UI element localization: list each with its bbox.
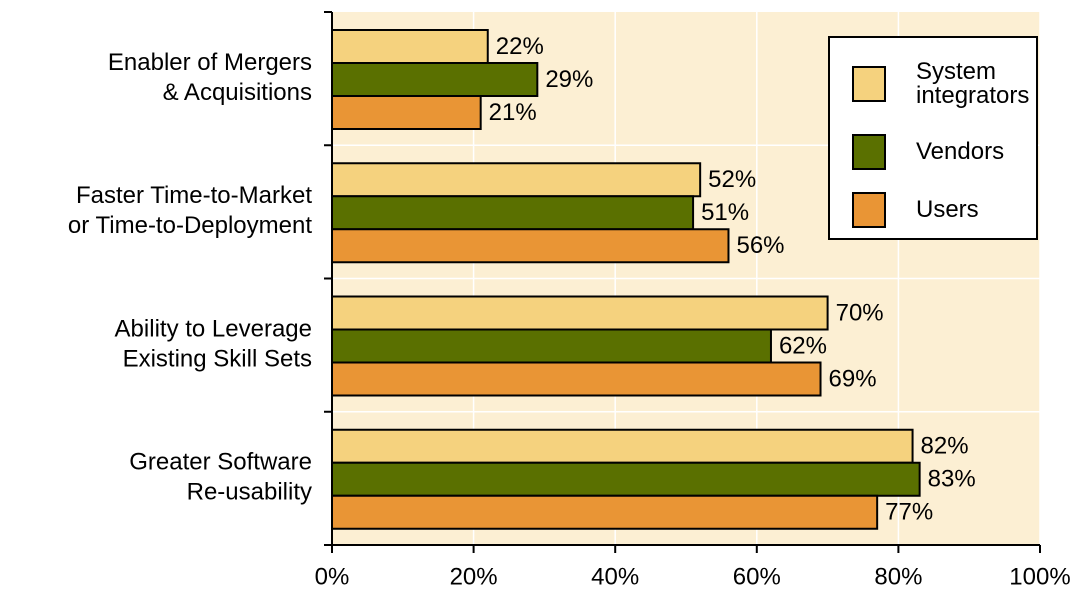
category-label: & Acquisitions	[163, 79, 312, 106]
bar	[331, 494, 879, 530]
value-label: 29%	[545, 66, 593, 93]
bar	[331, 228, 730, 264]
x-tick-label: 80%	[874, 563, 922, 590]
value-label: 51%	[701, 199, 749, 226]
legend-swatch	[852, 192, 886, 228]
category-label: Ability to Leverage	[115, 315, 312, 342]
category-label: Re-usability	[187, 479, 312, 506]
bar	[331, 162, 702, 198]
bar	[331, 428, 914, 464]
value-label: 62%	[779, 332, 827, 359]
legend-label: Vendors	[916, 138, 1005, 165]
legend-item: Users	[852, 192, 1056, 228]
legend-swatch	[852, 134, 886, 170]
value-label: 56%	[736, 232, 784, 259]
bar	[331, 461, 921, 497]
category-label: Enabler of Mergers	[108, 49, 312, 76]
x-tick-label: 0%	[315, 563, 350, 590]
category-label: or Time-to-Deployment	[68, 212, 312, 239]
bar	[331, 62, 539, 97]
x-tick-label: 40%	[591, 563, 639, 590]
bar	[331, 328, 772, 364]
value-label: 70%	[836, 299, 884, 326]
x-tick-label: 60%	[733, 563, 781, 590]
value-label: 52%	[708, 166, 756, 193]
legend-label: Users	[916, 196, 979, 223]
legend-swatch	[852, 66, 886, 102]
category-label: Greater Software	[129, 449, 312, 476]
x-tick-label: 20%	[450, 563, 498, 590]
value-label: 21%	[489, 99, 537, 126]
bar	[331, 95, 482, 130]
bar	[331, 295, 829, 331]
value-label: 22%	[496, 33, 544, 60]
legend-item: System integrators	[852, 60, 1056, 108]
value-label: 77%	[885, 499, 933, 526]
value-label: 69%	[829, 365, 877, 392]
category-label: Faster Time-to-Market	[76, 182, 312, 209]
category-label: Existing Skill Sets	[123, 345, 312, 372]
bar	[331, 29, 489, 64]
legend: System integrators Vendors Users	[828, 36, 1038, 240]
bar	[331, 361, 822, 397]
bar	[331, 195, 695, 231]
value-label: 83%	[928, 466, 976, 493]
x-tick-label: 100%	[1009, 563, 1070, 590]
value-label: 82%	[921, 433, 969, 460]
legend-item: Vendors	[852, 134, 1056, 170]
legend-label: System integrators	[916, 58, 1030, 109]
